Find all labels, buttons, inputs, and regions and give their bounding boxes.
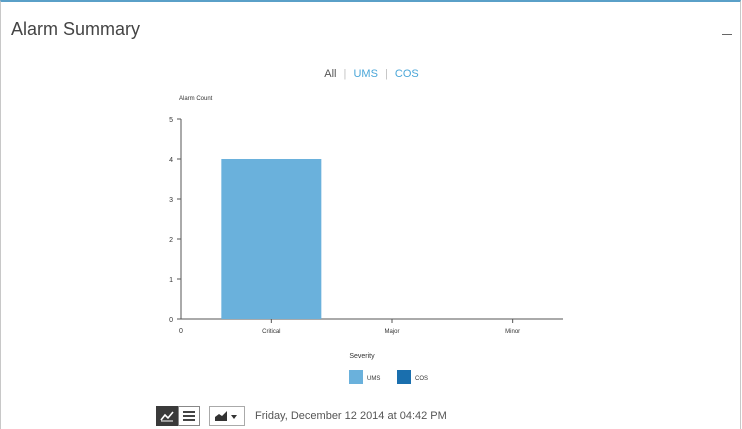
minimize-icon[interactable] (722, 34, 732, 35)
bar-ums-critical (221, 159, 322, 319)
list-view-button[interactable] (178, 406, 200, 426)
x-tick-label: Major (384, 329, 399, 335)
filter-separator: | (384, 68, 388, 80)
last-updated-timestamp: Friday, December 12 2014 at 04:42 PM (255, 410, 447, 422)
y-tick-label: 1 (169, 277, 173, 284)
x-tick-label: Critical (262, 329, 280, 335)
y-tick-label: 5 (169, 117, 173, 124)
panel-title: Alarm Summary (11, 19, 141, 39)
line-chart-icon (160, 411, 174, 422)
legend-label-cos: COS (415, 376, 428, 382)
filter-cos[interactable]: COS (394, 68, 419, 80)
chart-toolbar: Friday, December 12 2014 at 04:42 PM (156, 406, 447, 426)
legend-label-ums: UMS (367, 376, 380, 382)
filter-separator: | (343, 68, 347, 80)
filter-bar: All | UMS | COS (1, 68, 742, 80)
y-tick-label: 4 (169, 157, 173, 164)
filter-ums[interactable]: UMS (353, 68, 378, 80)
y-tick-label: 0 (169, 317, 173, 324)
chart-view-button[interactable] (156, 406, 178, 426)
area-chart-dropdown-icon (215, 411, 237, 421)
filter-all[interactable]: All (324, 68, 337, 80)
alarm-count-bar-chart: Alarm Count 0 1 2 3 4 5 0 Critical Major Minor Seve… (169, 96, 563, 384)
legend-swatch-cos (397, 370, 411, 384)
y-tick-label: 3 (169, 197, 173, 204)
chart-type-dropdown[interactable] (209, 406, 245, 426)
y-axis-title: Alarm Count (179, 96, 213, 102)
y-tick-label: 2 (169, 237, 173, 244)
x-origin-label: 0 (179, 328, 183, 335)
x-axis-title: Severity (349, 353, 375, 360)
legend-swatch-ums (349, 370, 363, 384)
x-tick-label: Minor (505, 329, 520, 335)
list-icon (183, 411, 195, 421)
